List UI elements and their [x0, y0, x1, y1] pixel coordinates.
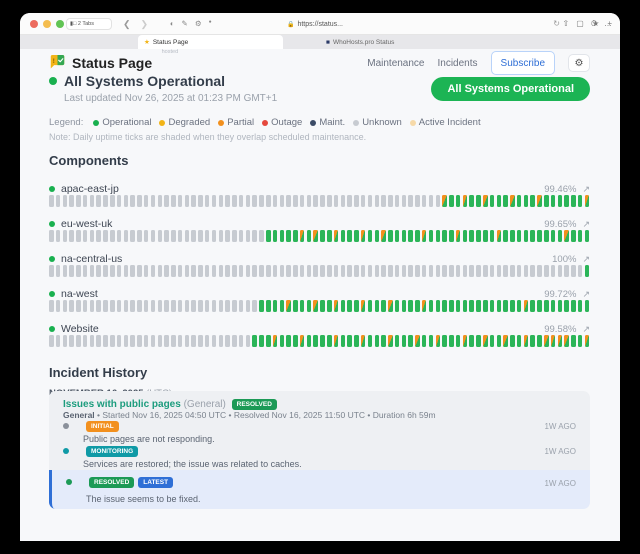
- svg-text:!: !: [53, 58, 55, 65]
